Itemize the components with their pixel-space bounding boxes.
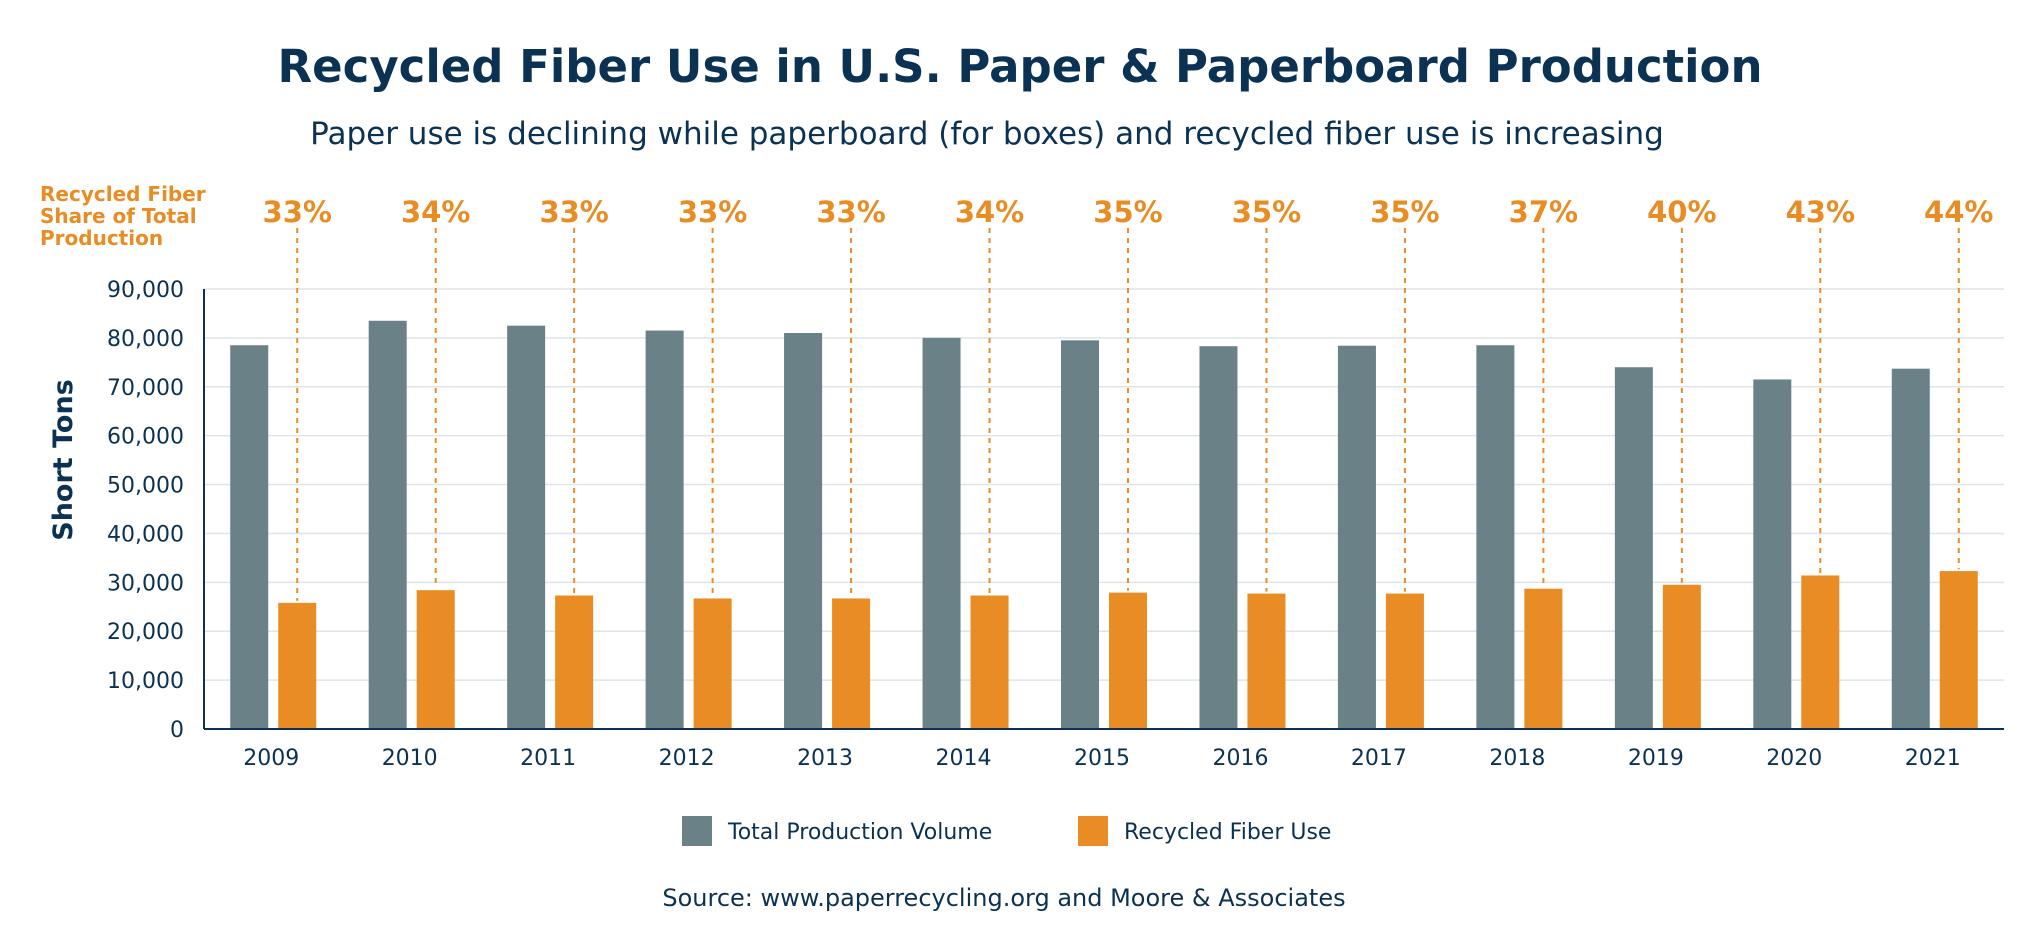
bar-recycled-fiber	[1247, 593, 1286, 729]
bar-total-production	[1337, 345, 1376, 729]
y-tick-label: 10,000	[107, 669, 184, 694]
share-percent-label: 35%	[1370, 195, 1439, 229]
x-tick-label: 2018	[1489, 746, 1545, 771]
y-axis-label: Short Tons	[48, 379, 79, 541]
legend: Total Production Volume Recycled Fiber U…	[682, 816, 1331, 846]
share-labels: 33% 34% 33% 33% 33% 34% 35% 35% 35% 37% 40% 43% 44%	[263, 195, 1994, 229]
bar-recycled-fiber	[1524, 588, 1563, 729]
x-tick-label: 2019	[1628, 746, 1684, 771]
share-percent-label: 43%	[1786, 195, 1855, 229]
share-percent-label: 34%	[955, 195, 1024, 229]
bars	[230, 320, 1978, 729]
x-tick-label: 2017	[1351, 746, 1407, 771]
x-tick-labels: 2009 2010 2011 2012 2013 2014 2015 2016 2017 2018…	[243, 746, 1961, 771]
x-tick-label: 2009	[243, 746, 299, 771]
bar-total-production	[645, 330, 684, 729]
x-tick-label: 2015	[1074, 746, 1130, 771]
legend-swatch-recycled	[1078, 816, 1108, 846]
share-label-line-1: Recycled Fiber	[40, 182, 206, 206]
bar-total-production	[922, 337, 961, 729]
legend-label-recycled: Recycled Fiber Use	[1124, 820, 1331, 845]
chart-subtitle: Paper use is declining while paperboard …	[310, 116, 1664, 152]
bar-recycled-fiber	[1801, 575, 1840, 729]
bar-total-production	[1061, 340, 1099, 729]
bar-recycled-fiber	[1109, 592, 1147, 729]
bar-total-production	[1614, 367, 1653, 729]
share-percent-label: 37%	[1509, 195, 1578, 229]
bar-total-production	[1753, 379, 1792, 729]
bar-total-production	[1199, 346, 1238, 729]
share-percent-label: 33%	[263, 195, 332, 229]
y-tick-label: 0	[170, 718, 184, 743]
share-percent-label: 33%	[539, 195, 608, 229]
legend-label-total: Total Production Volume	[727, 820, 992, 845]
bar-total-production	[230, 345, 269, 729]
bar-recycled-fiber	[1662, 584, 1701, 729]
legend-swatch-total	[682, 816, 712, 846]
x-tick-label: 2010	[382, 746, 438, 771]
bar-recycled-fiber	[416, 590, 455, 729]
x-tick-label: 2014	[936, 746, 992, 771]
share-percent-label: 33%	[678, 195, 747, 229]
y-tick-labels: 0 10,000 20,000 30,000 40,000 50,000 60,000 70,…	[107, 278, 184, 743]
bar-total-production	[1891, 368, 1930, 729]
bar-total-production	[507, 325, 546, 729]
y-tick-label: 40,000	[107, 522, 184, 547]
share-percent-label: 35%	[1232, 195, 1301, 229]
bar-total-production	[368, 320, 407, 729]
bar-recycled-fiber	[1385, 593, 1424, 729]
gridlines	[204, 288, 2004, 681]
x-tick-label: 2021	[1905, 746, 1961, 771]
share-percent-label: 40%	[1647, 195, 1716, 229]
share-guides	[296, 228, 1960, 601]
bar-total-production	[1476, 345, 1515, 729]
share-percent-label: 33%	[816, 195, 885, 229]
x-tick-label: 2020	[1766, 746, 1822, 771]
bar-recycled-fiber	[278, 602, 317, 729]
y-tick-label: 80,000	[107, 327, 184, 352]
y-tick-label: 50,000	[107, 474, 184, 499]
y-tick-label: 30,000	[107, 571, 184, 596]
y-tick-label: 90,000	[107, 278, 184, 303]
share-percent-label: 34%	[401, 195, 470, 229]
share-percent-label: 44%	[1924, 195, 1993, 229]
bar-recycled-fiber	[693, 598, 732, 729]
x-tick-label: 2012	[659, 746, 715, 771]
x-tick-label: 2011	[520, 746, 576, 771]
x-tick-label: 2013	[797, 746, 853, 771]
bar-recycled-fiber	[832, 598, 871, 729]
bar-recycled-fiber	[1939, 571, 1978, 729]
x-tick-label: 2016	[1212, 746, 1268, 771]
bar-total-production	[784, 333, 823, 729]
y-tick-label: 60,000	[107, 425, 184, 450]
share-label-line-2: Share of Total	[40, 204, 197, 228]
source-note: Source: www.paperrecycling.org and Moore…	[662, 884, 1345, 912]
y-tick-label: 70,000	[107, 376, 184, 401]
bar-recycled-fiber	[970, 595, 1009, 729]
bar-recycled-fiber	[555, 595, 594, 729]
share-percent-label: 35%	[1093, 195, 1162, 229]
y-tick-label: 20,000	[107, 620, 184, 645]
share-label-line-3: Production	[40, 226, 163, 250]
chart-title: Recycled Fiber Use in U.S. Paper & Paper…	[277, 40, 1762, 93]
